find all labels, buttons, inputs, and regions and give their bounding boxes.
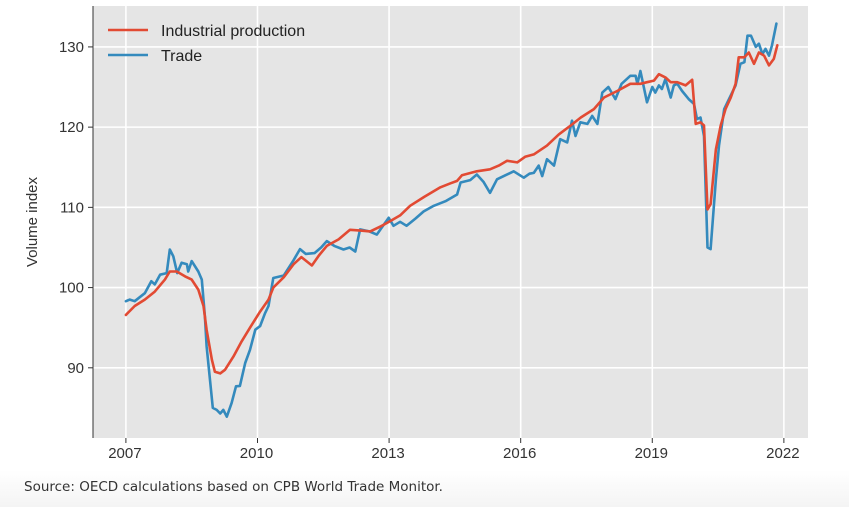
y-tick-label: 120	[59, 119, 84, 136]
footer: Source: OECD calculations based on CPB W…	[0, 470, 849, 507]
y-axis-ticks: 90 100 110 120 130	[59, 39, 93, 377]
series-line-industrial-production	[124, 44, 779, 375]
x-tick-label: 2016	[503, 445, 536, 462]
y-axis-title: Volume index	[24, 176, 41, 267]
y-tick-label: 110	[60, 199, 84, 216]
legend-label: Industrial production	[161, 23, 305, 40]
x-tick-label: 2013	[371, 445, 404, 462]
source-note: Source: OECD calculations based on CPB W…	[24, 479, 443, 495]
y-tick-label: 130	[59, 39, 84, 56]
x-tick-label: 2022	[766, 445, 799, 462]
y-tick-label: 90	[67, 360, 84, 377]
y-tick-label: 100	[59, 280, 84, 297]
x-tick-label: 2007	[108, 445, 141, 462]
plot-background	[93, 6, 808, 438]
x-axis-ticks: 2007 2010 2013 2016 2019 2022	[108, 438, 800, 462]
legend: Industrial production Trade	[108, 23, 305, 65]
series-lines	[124, 22, 779, 418]
gridlines	[93, 6, 808, 438]
legend-label: Trade	[161, 48, 202, 65]
x-tick-label: 2019	[635, 445, 668, 462]
x-tick-label: 2010	[240, 445, 273, 462]
series-line-trade	[124, 22, 778, 418]
